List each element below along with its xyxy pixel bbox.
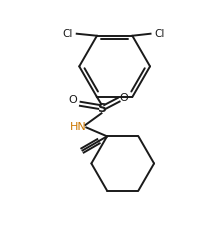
Text: O: O <box>69 95 77 105</box>
Text: Cl: Cl <box>154 29 164 39</box>
Text: O: O <box>119 93 128 103</box>
Text: HN: HN <box>70 122 86 132</box>
Text: S: S <box>96 102 105 115</box>
Text: Cl: Cl <box>62 29 72 39</box>
